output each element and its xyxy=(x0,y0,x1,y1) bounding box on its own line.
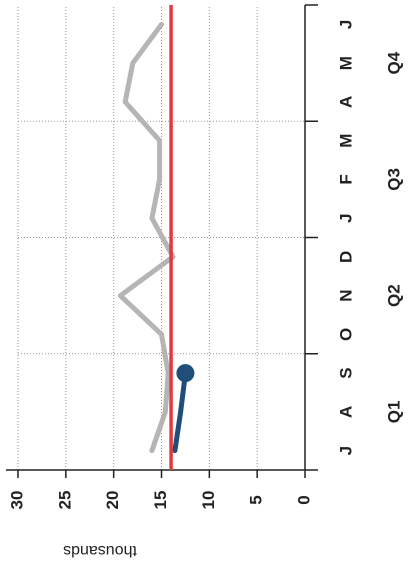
x-tick-label: J xyxy=(336,20,355,29)
x-tick-label: J xyxy=(336,213,355,222)
y-axis-label: thousands xyxy=(63,542,137,559)
y-tick-label: 30 xyxy=(7,491,26,510)
y-tick-label: 20 xyxy=(103,491,122,510)
y-tick-label: 0 xyxy=(294,495,313,504)
x-tick-label: A xyxy=(336,406,355,418)
x-tick-label: O xyxy=(336,328,355,341)
series-line xyxy=(117,21,176,454)
x-tick-label: D xyxy=(336,251,355,263)
group-label: Q3 xyxy=(384,168,403,191)
x-tick-label: J xyxy=(336,446,355,455)
x-tick-label: A xyxy=(336,96,355,108)
series-line xyxy=(172,370,188,454)
y-tick-label: 10 xyxy=(199,491,218,510)
y-tick-label: 15 xyxy=(151,491,170,510)
end-point xyxy=(176,364,195,383)
x-tick-label: S xyxy=(336,367,355,378)
group-label: Q1 xyxy=(384,401,403,424)
y-tick-label: 5 xyxy=(247,495,266,504)
group-label: Q2 xyxy=(384,284,403,307)
x-tick-label: M xyxy=(336,134,355,148)
x-tick-label: M xyxy=(336,56,355,70)
x-tick-label: N xyxy=(336,289,355,301)
x-tick-label: F xyxy=(336,174,355,184)
y-tick-label: 25 xyxy=(55,491,74,510)
group-label: Q4 xyxy=(384,51,403,74)
